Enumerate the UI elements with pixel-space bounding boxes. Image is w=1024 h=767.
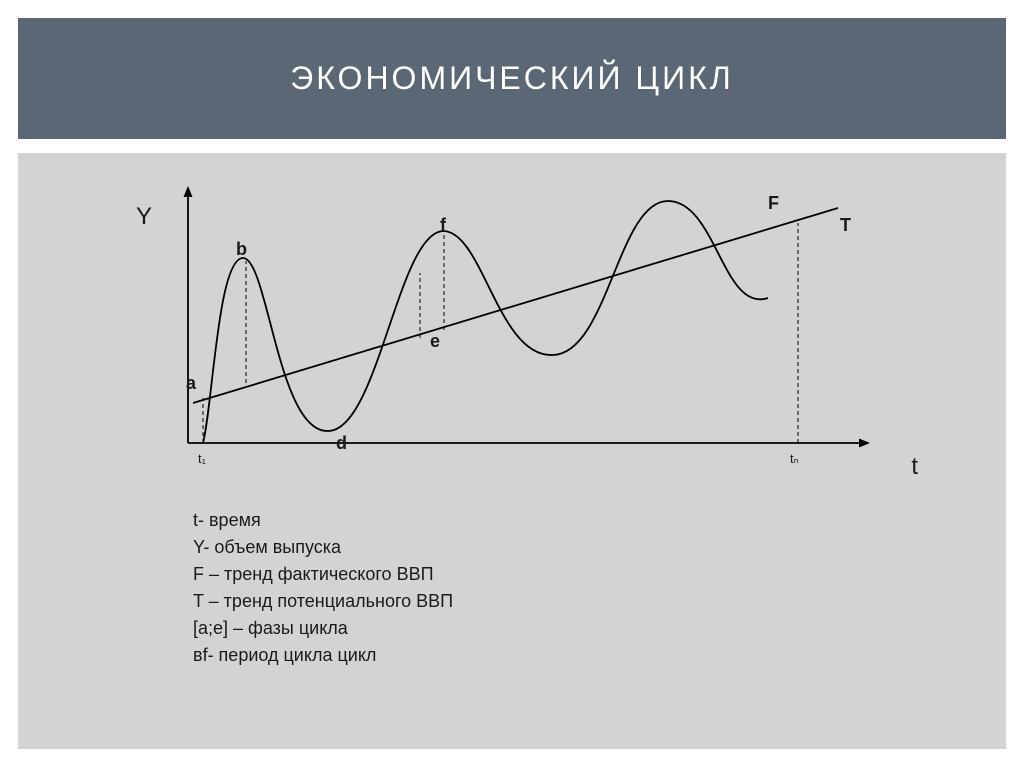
legend-line: [a;e] – фазы цикла bbox=[193, 615, 946, 642]
point-label-e: e bbox=[430, 331, 440, 352]
y-axis-label: Y bbox=[136, 203, 152, 231]
divider bbox=[18, 139, 1006, 153]
slide-title: ЭКОНОМИЧЕСКИЙ ЦИКЛ bbox=[18, 18, 1006, 139]
tick-label: t₁ bbox=[198, 451, 206, 466]
tick-label: tₙ bbox=[790, 451, 799, 467]
legend-line: вf- период цикла цикл bbox=[193, 642, 946, 669]
legend-line: t- время bbox=[193, 507, 946, 534]
point-label-b: b bbox=[236, 239, 247, 260]
curve-label-F: F bbox=[768, 193, 779, 214]
economic-cycle-chart: Y t abdefTFt₁tₙ bbox=[168, 183, 888, 473]
trend-label-T: T bbox=[840, 215, 851, 236]
point-label-d: d bbox=[336, 433, 347, 454]
legend-line: Y- объем выпуска bbox=[193, 534, 946, 561]
chart-svg bbox=[168, 183, 888, 473]
point-label-f: f bbox=[440, 215, 446, 236]
x-axis-label: t bbox=[911, 453, 918, 481]
point-label-a: a bbox=[186, 373, 196, 394]
legend: t- времяY- объем выпускаF – тренд фактич… bbox=[193, 507, 946, 669]
slide-content: Y t a b d e f T Ft₁ tₙ t- времяY- объем выпуска… bbox=[18, 153, 1006, 749]
legend-line: F – тренд фактического ВВП bbox=[193, 561, 946, 588]
slide: ЭКОНОМИЧЕСКИЙ ЦИКЛ Y t a b d e f T Ft₁ tₙ t- вр… bbox=[18, 18, 1006, 749]
legend-line: T – тренд потенциального ВВП bbox=[193, 588, 946, 615]
